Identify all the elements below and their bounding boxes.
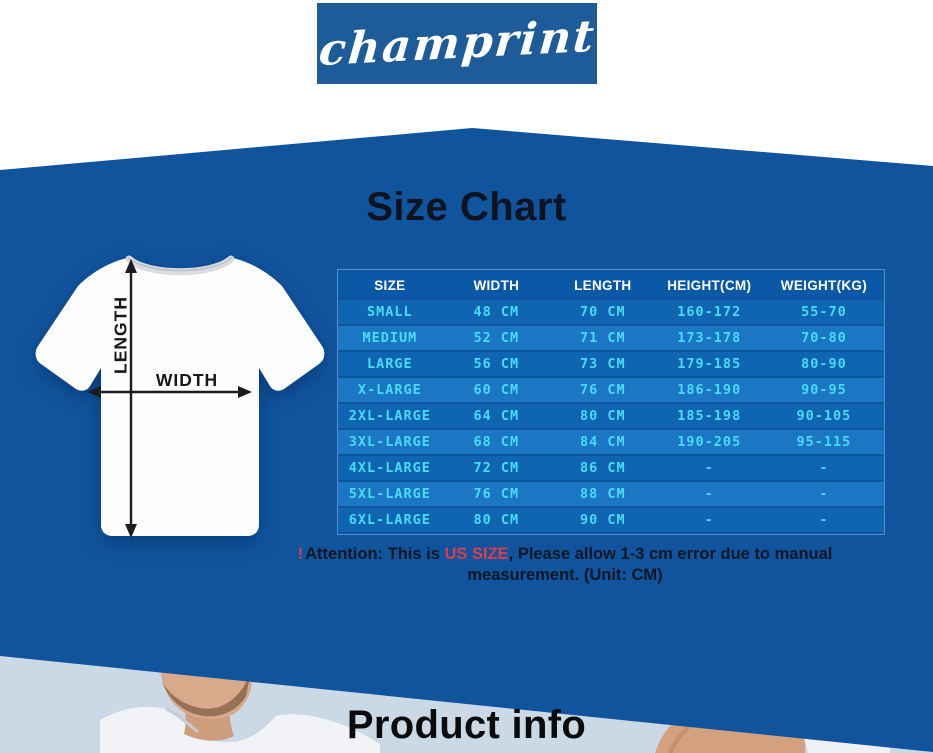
cell-height: - [654,482,764,506]
cell-length: 70 CM [550,300,655,324]
cell-height: - [654,508,764,532]
cell-size: 5XL-LARGE [338,482,442,506]
width-arrow [87,386,252,398]
cell-height: 185-198 [654,404,764,428]
cell-length: 86 CM [550,456,655,480]
cell-width: 64 CM [441,404,551,428]
cell-width: 72 CM [441,456,551,480]
cell-length: 88 CM [550,482,655,506]
tshirt-graphic [35,258,325,536]
attention-prefix: Attention: This is [305,545,445,563]
cell-weight: 70-80 [763,326,884,350]
model-collar-shadow [165,707,199,734]
cell-weight: 55-70 [763,300,884,324]
model-shirt-shape [100,706,380,753]
size-table: SIZE WIDTH LENGTH HEIGHT(CM) WEIGHT(KG) … [337,269,885,535]
cell-weight: 90-105 [763,404,884,428]
table-row: 4XL-LARGE 72 CM 86 CM - - [338,456,884,480]
attention-mark: ! [297,545,304,563]
length-arrow [125,259,137,538]
cell-length: 90 CM [550,508,655,532]
cell-length: 73 CM [550,352,655,376]
cell-size: LARGE [338,352,442,376]
table-row: 5XL-LARGE 76 CM 88 CM - - [338,482,884,506]
cell-weight: 95-115 [763,430,884,454]
cell-size: 2XL-LARGE [338,404,442,428]
table-row: MEDIUM 52 CM 71 CM 173-178 70-80 [338,326,884,350]
tshirt-collar-inner [126,256,234,272]
cell-weight: 80-90 [763,352,884,376]
cell-height: 173-178 [654,326,764,350]
table-row: 3XL-LARGE 68 CM 84 CM 190-205 95-115 [338,430,884,454]
cell-weight: - [763,508,884,532]
cell-size: SMALL [338,300,442,324]
width-label: WIDTH [156,370,218,390]
table-row: 6XL-LARGE 80 CM 90 CM - - [338,508,884,532]
cell-height: 160-172 [654,300,764,324]
cell-height: 186-190 [654,378,764,402]
cell-width: 80 CM [441,508,551,532]
col-header-weight: WEIGHT(KG) [763,272,884,298]
col-header-height: HEIGHT(CM) [654,272,764,298]
cell-width: 56 CM [441,352,551,376]
table-row: LARGE 56 CM 73 CM 179-185 80-90 [338,352,884,376]
cell-width: 76 CM [441,482,551,506]
cell-width: 48 CM [441,300,551,324]
size-chart-title: Size Chart [366,185,567,229]
col-header-width: WIDTH [441,272,551,298]
size-table-header-row: SIZE WIDTH LENGTH HEIGHT(CM) WEIGHT(KG) [338,272,884,298]
attention-highlight: US SIZE [444,545,509,563]
product-info-title: Product info [346,703,587,747]
table-row: X-LARGE 60 CM 76 CM 186-190 90-95 [338,378,884,402]
cell-size: 6XL-LARGE [338,508,442,532]
length-label: LENGTH [111,296,131,374]
table-row: SMALL 48 CM 70 CM 160-172 55-70 [338,300,884,324]
cell-size: X-LARGE [338,378,442,402]
cell-height: 190-205 [654,430,764,454]
cell-width: 68 CM [441,430,551,454]
attention-suffix: , Please allow 1-3 cm error due to manua… [467,545,833,585]
cell-length: 84 CM [550,430,655,454]
table-row: 2XL-LARGE 64 CM 80 CM 185-198 90-105 [338,404,884,428]
cell-weight: - [763,482,884,506]
tshirt-measurement-diagram: LENGTH WIDTH [35,255,325,538]
cell-width: 60 CM [441,378,551,402]
model-stubble-shape [162,672,251,717]
cell-weight: 90-95 [763,378,884,402]
attention-note: ! Attention: This is US SIZE, Please allo… [285,544,845,586]
cell-size: 3XL-LARGE [338,430,442,454]
cell-weight: - [763,456,884,480]
cell-size: MEDIUM [338,326,442,350]
cell-height: - [654,456,764,480]
cell-length: 71 CM [550,326,655,350]
cell-length: 76 CM [550,378,655,402]
cell-height: 179-185 [654,352,764,376]
brand-logo: champrint [317,3,597,84]
cell-size: 4XL-LARGE [338,456,442,480]
col-header-size: SIZE [338,272,442,298]
cell-width: 52 CM [441,326,551,350]
col-header-length: LENGTH [550,272,655,298]
cell-length: 80 CM [550,404,655,428]
